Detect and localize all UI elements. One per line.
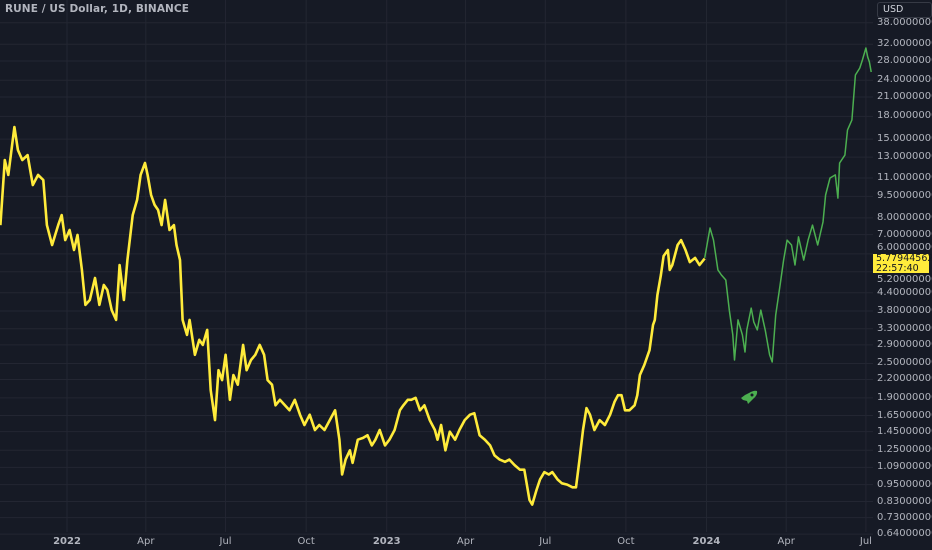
y-tick-label: 5.20000000 [877, 274, 932, 285]
last-price-label: 5.77944562 22:57:40 [873, 253, 932, 274]
y-tick-label: 2.90000000 [877, 338, 932, 350]
y-tick-label: 4.40000000 [877, 286, 932, 298]
y-tick-label: 13.00000000 [877, 151, 932, 163]
y-tick-label: 1.90000000 [877, 391, 932, 403]
projection-line [703, 47, 872, 363]
currency-button[interactable]: USD [877, 2, 932, 18]
bar-countdown: 22:57:40 [876, 262, 919, 274]
y-tick-label: 32.00000000 [877, 38, 932, 50]
x-tick-label: Jul [219, 536, 232, 547]
x-tick-label: 2023 [372, 536, 401, 547]
y-tick-label: 0.83000000 [877, 495, 932, 507]
y-tick-label: 28.00000000 [877, 55, 932, 66]
y-tick-label: 6.00000000 [877, 241, 932, 253]
x-tick-label: 2022 [53, 536, 81, 547]
series-lines [0, 47, 872, 506]
x-tick-label: Apr [137, 536, 155, 547]
chart-title: RUNE / US Dollar, 1D, BINANCE [5, 3, 190, 15]
x-tick-label: Jul [539, 536, 552, 547]
y-tick-label: 0.95000000 [877, 478, 932, 490]
x-tick-label: Apr [456, 536, 475, 547]
y-tick-label: 1.65000000 [877, 409, 932, 421]
y-tick-label: 24.00000000 [877, 74, 932, 86]
y-tick-label: 11.00000000 [877, 171, 932, 183]
y-tick-label: 21.00000000 [877, 91, 932, 103]
y-tick-label: 2.20000000 [877, 373, 932, 385]
grid-lines [0, 0, 873, 535]
y-tick-label: 18.00000000 [877, 110, 932, 122]
x-tick-label: Apr [777, 536, 795, 547]
y-tick-label: 3.30000000 [877, 322, 932, 334]
x-tick-label: Oct [297, 536, 315, 547]
y-tick-label: 1.09000000 [877, 461, 932, 473]
y-tick-label: 9.50000000 [877, 190, 932, 202]
x-tick-label: Jul [859, 536, 872, 547]
y-tick-label: 3.80000000 [877, 305, 932, 317]
y-tick-label: 0.64000000 [877, 528, 932, 540]
y-tick-label: 8.00000000 [877, 211, 932, 223]
y-tick-label: 7.00000000 [877, 228, 932, 240]
x-tick-label: Oct [617, 536, 635, 547]
y-tick-label: 1.25000000 [877, 444, 932, 456]
y-tick-label: 2.50000000 [877, 357, 932, 369]
x-tick-label: 2024 [692, 536, 721, 547]
y-tick-label: 38.00000000 [877, 16, 932, 28]
y-tick-label: 0.73000000 [877, 511, 932, 523]
last-price-value: 5.77944562 [876, 253, 932, 264]
price-line [0, 125, 706, 506]
rocket-icon [741, 390, 758, 404]
y-tick-label: 15.00000000 [877, 133, 932, 145]
y-tick-label: 1.45000000 [877, 425, 932, 437]
